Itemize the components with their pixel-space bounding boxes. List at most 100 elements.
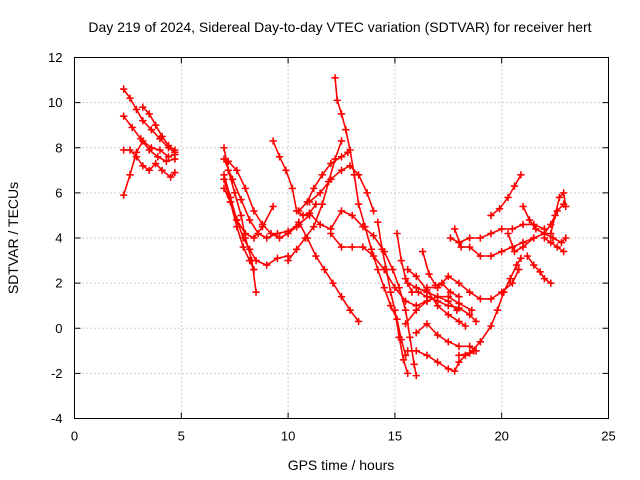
data-point: [241, 229, 250, 238]
data-point: [359, 243, 367, 251]
data-point: [412, 371, 421, 380]
data-point: [337, 207, 346, 215]
data-point: [348, 243, 356, 251]
data-point: [403, 369, 412, 378]
data-point: [549, 234, 557, 242]
data-point: [453, 306, 461, 314]
series-trace: [550, 192, 567, 235]
x-tick-label: 20: [494, 429, 508, 444]
data-point: [559, 247, 568, 256]
data-point: [327, 159, 335, 168]
data-point: [119, 191, 128, 199]
data-point: [237, 211, 245, 220]
data-point: [250, 234, 258, 242]
data-point: [337, 292, 346, 301]
data-point: [337, 166, 346, 175]
data-point: [331, 74, 339, 82]
data-point: [476, 234, 485, 242]
data-point: [309, 184, 318, 193]
data-point: [380, 283, 389, 292]
series-sat-17: [305, 207, 421, 380]
data-point: [412, 347, 421, 355]
data-point: [369, 207, 378, 215]
y-tick-label: 2: [55, 276, 62, 291]
data-point: [444, 337, 453, 346]
y-tick-label: 6: [55, 185, 62, 200]
data-point: [450, 225, 459, 233]
data-point: [414, 288, 423, 296]
series-sat-34: [523, 252, 555, 287]
data-point: [267, 229, 275, 238]
data-point: [401, 306, 410, 314]
data-point: [284, 256, 292, 265]
x-tick-label: 25: [601, 429, 615, 444]
y-tick-label: -2: [51, 366, 63, 381]
data-point: [455, 317, 463, 326]
data-point: [162, 157, 171, 166]
x-axis-label: GPS time / hours: [288, 457, 395, 473]
data-point: [139, 162, 147, 170]
data-point: [497, 247, 506, 256]
series-sat-24: [412, 319, 480, 355]
data-point: [540, 274, 549, 283]
data-point: [465, 310, 474, 319]
data-point: [386, 301, 395, 310]
data-point: [369, 231, 378, 240]
data-point: [250, 265, 258, 274]
series-trace: [122, 140, 176, 196]
data-point: [273, 229, 282, 238]
data-point: [132, 105, 141, 114]
data-point: [346, 146, 354, 154]
data-point: [245, 245, 254, 254]
data-point: [517, 171, 525, 179]
y-axis-label: SDTVAR / TECUs: [5, 182, 21, 294]
data-point: [519, 202, 527, 211]
data-point: [461, 322, 470, 330]
y-tick-label: 0: [55, 321, 62, 336]
data-point: [337, 243, 346, 251]
data-point: [446, 234, 455, 242]
data-point: [401, 274, 410, 283]
data-point: [233, 216, 241, 224]
data-point: [495, 204, 504, 213]
data-point: [406, 333, 414, 342]
data-point: [252, 288, 260, 296]
data-point: [320, 265, 329, 274]
data-point: [139, 137, 147, 145]
data-point: [327, 175, 335, 184]
data-point: [465, 288, 474, 296]
data-point: [318, 200, 327, 208]
data-point: [540, 234, 549, 242]
data-point: [529, 234, 538, 242]
series-trace: [543, 237, 565, 253]
data-point: [433, 292, 442, 301]
data-point: [171, 146, 179, 154]
data-point: [382, 265, 391, 274]
data-point: [487, 252, 495, 260]
data-point: [561, 234, 570, 242]
series-sat-28: [455, 254, 525, 360]
x-tick-label: 0: [71, 429, 78, 444]
data-point: [337, 152, 346, 161]
data-point: [438, 279, 446, 287]
y-tick-label: 10: [48, 95, 62, 110]
data-point: [346, 306, 354, 314]
data-point: [239, 243, 248, 251]
data-point: [425, 270, 433, 278]
data-point: [403, 265, 412, 274]
data-point: [269, 202, 277, 211]
data-point: [444, 310, 453, 319]
data-point: [487, 322, 495, 330]
data-point: [252, 256, 260, 265]
data-point: [408, 288, 416, 296]
x-tick-label: 10: [281, 429, 295, 444]
data-point: [288, 184, 297, 193]
data-point: [391, 306, 399, 314]
data-point: [292, 222, 301, 231]
data-point: [282, 166, 290, 175]
data-point: [258, 222, 267, 231]
data-point: [412, 328, 421, 337]
data-point: [412, 272, 421, 281]
series-sat-16: [331, 74, 410, 360]
data-point: [391, 283, 399, 292]
